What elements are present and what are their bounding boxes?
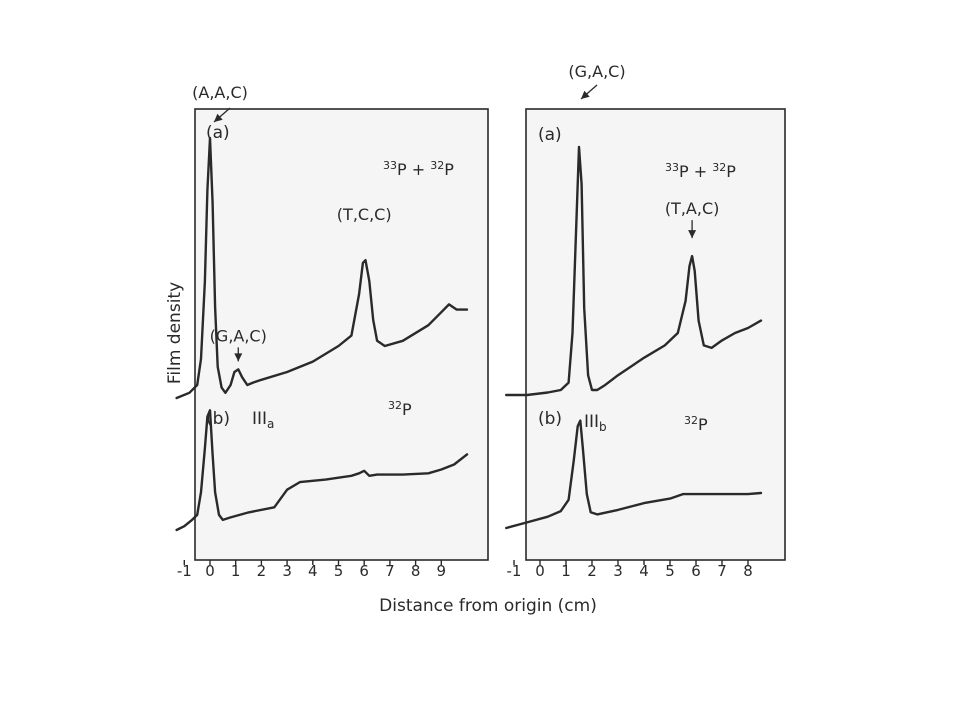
left-trace-b	[175, 409, 469, 532]
left-x-tick-label-4: 4	[308, 562, 318, 580]
right-trace-a	[505, 145, 763, 397]
left-x-tick-label-8: 8	[411, 562, 421, 580]
left-x-tick-label-9: 9	[437, 562, 447, 580]
left-peak-label-aac: (A,A,C)	[192, 83, 248, 102]
left-peak-label-gac: (G,A,C)	[210, 326, 267, 345]
right-trace-b	[505, 419, 763, 530]
left-peak-arrowhead-gac	[234, 353, 243, 362]
x-axis-label: Distance from origin (cm)	[379, 596, 597, 616]
right-x-tick-label-6: 6	[691, 562, 701, 580]
left-x-tick-label-7: 7	[385, 562, 395, 580]
left-x-tick-label-1: 1	[231, 562, 241, 580]
left-x-tick-label-6: 6	[359, 562, 369, 580]
right-x-tick-label-7: 7	[717, 562, 727, 580]
panels: -1 0 1 2 3 4 5 6 7 8 9(a)33P + 32P(A,A,C)(G,A,C)(T…	[175, 62, 763, 580]
left-trace-a	[175, 136, 469, 400]
left-fraction-label: IIIa	[252, 409, 274, 431]
right-x-tick-label-4: 4	[639, 562, 649, 580]
right-fraction-label: IIIb	[584, 412, 607, 434]
right-x-tick-label-0: 0	[535, 562, 545, 580]
right-x-tick-label--1: -1	[507, 562, 522, 580]
right-peak-arrowhead-tac	[688, 230, 697, 239]
left-x-tick-label-2: 2	[257, 562, 267, 580]
right-panel-label-a: (a)	[538, 125, 562, 145]
right-peak-arrowhead-gac	[581, 90, 590, 99]
right-peak-label-tac: (T,A,C)	[665, 199, 720, 218]
left-peak-arrowhead-aac	[214, 113, 223, 122]
left-x-tick-label-0: 0	[205, 562, 215, 580]
right-peak-label-gac: (G,A,C)	[568, 62, 625, 81]
right-isotope-label-b: 32P	[684, 414, 708, 434]
right-isotope-label-a: 33P + 32P	[665, 161, 736, 181]
right-x-tick-label-1: 1	[561, 562, 571, 580]
left-peak-label-tcc: (T,C,C)	[337, 205, 392, 224]
left-x-tick-label-5: 5	[334, 562, 344, 580]
right-panel-label-b: (b)	[538, 409, 562, 429]
right-panel-frame	[525, 108, 786, 561]
left-panel-label-a: (a)	[206, 123, 230, 143]
left-panel-label-b: (b)	[206, 409, 230, 429]
right-x-tick-label-3: 3	[613, 562, 623, 580]
right-x-tick-label-2: 2	[587, 562, 597, 580]
left-isotope-label-a: 33P + 32P	[383, 159, 454, 179]
right-x-tick-label-8: 8	[743, 562, 753, 580]
left-x-tick-label-3: 3	[282, 562, 292, 580]
left-x-tick-label--1: -1	[177, 562, 192, 580]
left-panel-frame	[194, 108, 489, 561]
left-isotope-label-b: 32P	[388, 399, 412, 419]
y-axis-label: Film density	[165, 282, 185, 384]
right-x-tick-label-5: 5	[665, 562, 675, 580]
